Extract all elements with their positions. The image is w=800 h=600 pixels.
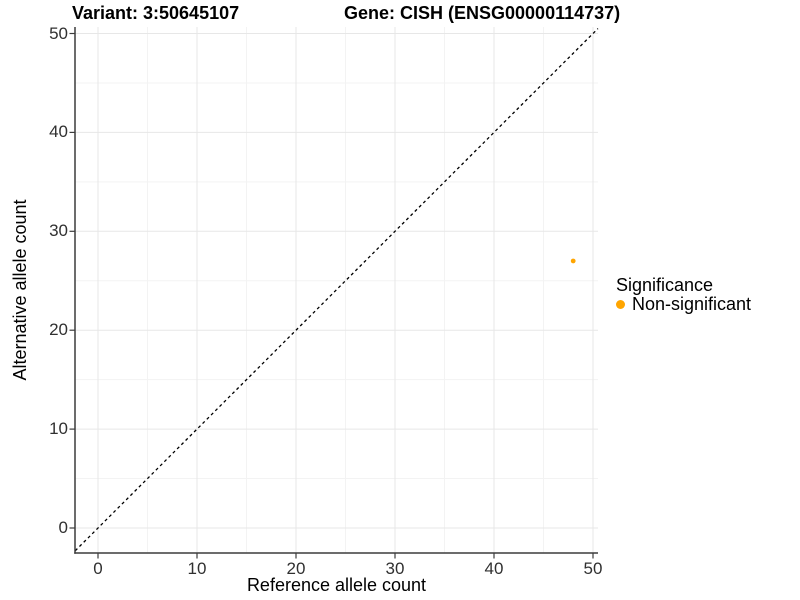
x-tick-label: 20 <box>286 559 306 578</box>
y-tick-label: 0 <box>58 518 68 537</box>
variant-title: Variant: 3:50645107 <box>72 3 240 23</box>
x-tick-label: 50 <box>583 559 603 578</box>
y-tick-label: 40 <box>49 122 68 142</box>
data-point <box>570 258 576 264</box>
y-tick-label: 10 <box>49 419 68 439</box>
x-axis-title: Reference allele count <box>246 575 427 595</box>
y-tick-label: 20 <box>49 320 68 340</box>
x-tick-label: 40 <box>484 559 504 578</box>
identity-line <box>74 28 599 552</box>
x-tick-label: 30 <box>385 559 405 578</box>
legend-item: Non-significant <box>616 295 751 313</box>
legend-title: Significance <box>616 275 714 295</box>
legend-item-label: Non-significant <box>632 294 752 314</box>
y-tick-label: 50 <box>49 23 68 43</box>
gene-title: Gene: CISH (ENSG00000114737) <box>344 3 621 23</box>
x-tick-label: 10 <box>187 559 207 578</box>
x-tick-label: 0 <box>93 559 103 578</box>
legend-items: Non-significant <box>616 295 751 313</box>
legend-key-dot-icon <box>616 299 625 309</box>
legend: Significance Non-significant <box>616 275 751 313</box>
y-axis-title: Alternative allele count <box>10 199 30 381</box>
y-tick-label: 30 <box>49 221 68 241</box>
